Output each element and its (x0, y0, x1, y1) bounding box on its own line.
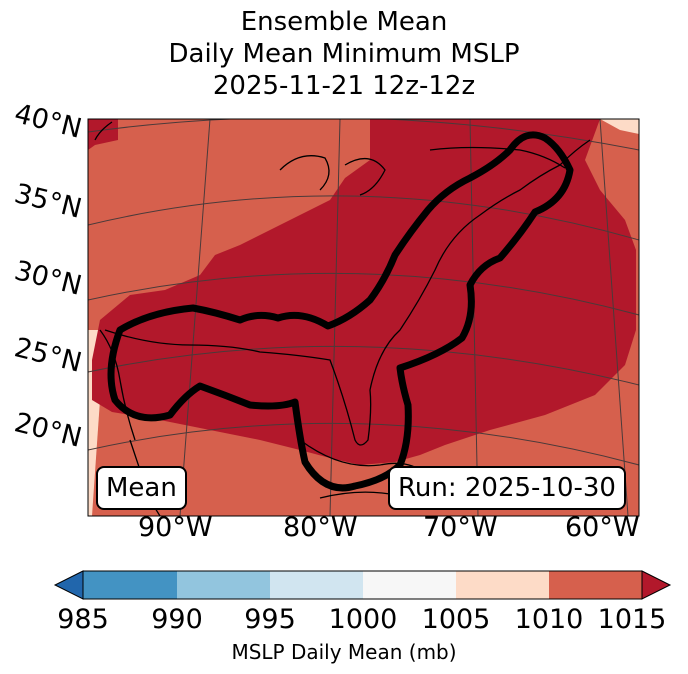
core-pressure-nw (88, 119, 118, 150)
lon-label-80w: 80°W (283, 512, 358, 543)
colorbar-tick-1000: 1000 (328, 604, 398, 635)
title-line-1: Ensemble Mean (240, 7, 448, 37)
lon-label-60w: 60°W (565, 512, 640, 543)
low-pressure-edge-northeast (600, 119, 639, 134)
colorbar-tick-1010: 1010 (514, 604, 584, 635)
run-date-badge: Run: 2025-10-30 (388, 466, 626, 510)
colorbar-bin-990-995 (177, 571, 270, 599)
ensemble-outline (107, 131, 574, 492)
mean-badge: Mean (96, 466, 187, 510)
lon-label-90w: 90°W (138, 512, 213, 543)
colorbar-bin-1000-1005 (363, 571, 456, 599)
colorbar-tick-990: 990 (151, 604, 203, 635)
colorbar-under-arrow (53, 570, 84, 600)
colorbar (53, 570, 672, 600)
colorbar-label: MSLP Daily Mean (mb) (231, 640, 457, 664)
map-frame (87, 118, 640, 517)
colorbar-tick-1015: 1015 (597, 604, 667, 635)
colorbar-tick-1005: 1005 (421, 604, 491, 635)
colorbar-bin-1005-1010 (456, 571, 549, 599)
colorbar-bin-995-1000 (270, 571, 363, 599)
coastlines (94, 121, 591, 516)
colorbar-bin-1010-1015 (549, 571, 642, 599)
core-pressure-region (92, 119, 636, 465)
lon-label-70w: 70°W (423, 512, 498, 543)
map-area (88, 119, 639, 516)
title-line-2: Daily Mean Minimum MSLP (168, 39, 520, 69)
colorbar-bin-985-990 (83, 571, 177, 599)
colorbar-tick-995: 995 (244, 604, 296, 635)
graticule (88, 119, 639, 516)
colorbar-over-arrow (641, 570, 672, 600)
title-line-3: 2025-11-21 12z-12z (212, 71, 476, 101)
colorbar-tick-985: 985 (57, 604, 109, 635)
colorbar-frame (82, 570, 643, 600)
